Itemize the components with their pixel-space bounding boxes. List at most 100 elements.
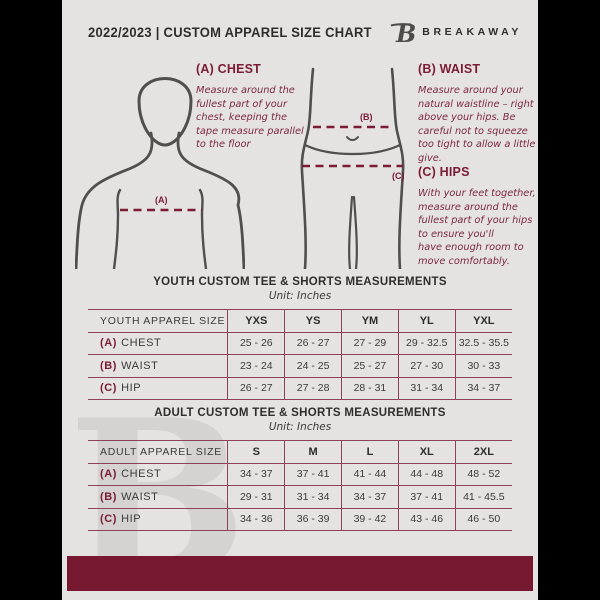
adult-hip-row: (C) HIP 34 - 36 36 - 39 39 - 42 43 - 46 4… <box>88 507 512 531</box>
youth-waist-row: (B) WAIST 23 - 24 24 - 25 25 - 27 27 - 30… <box>88 354 512 378</box>
measurement-guide: (A) (B) (C) (A) CHEST Measure around the… <box>62 55 538 271</box>
cell-value: 39 - 42 <box>341 507 399 531</box>
row-name: HIP <box>121 513 142 526</box>
cell-value: 26 - 27 <box>227 376 286 400</box>
row-key: (C) <box>100 513 118 526</box>
cell-value: 27 - 28 <box>284 376 343 400</box>
cell-value: 37 - 41 <box>397 485 456 509</box>
waist-body-text: Measure around your natural waistline – … <box>418 85 536 164</box>
youth-unit-label: Unit: Inches <box>268 290 332 302</box>
lower-body-outline-figure <box>300 67 405 269</box>
adult-unit-label: Unit: Inches <box>268 421 332 433</box>
row-label: (A) CHEST <box>88 462 229 486</box>
cell-value: 46 - 50 <box>454 507 512 531</box>
torso-outline-figure <box>75 77 245 269</box>
youth-section-title: YOUTH CUSTOM TEE & SHORTS MEASUREMENTS <box>153 276 447 288</box>
youth-chest-row: (A) CHEST 25 - 26 26 - 27 27 - 29 29 - 32… <box>88 331 512 355</box>
row-name: WAIST <box>121 490 159 503</box>
row-name: CHEST <box>121 468 162 481</box>
waist-instructions: (B) WAIST Measure around your natural wa… <box>418 62 540 165</box>
youth-section: YOUTH CUSTOM TEE & SHORTS MEASUREMENTS U… <box>62 276 538 400</box>
cell-value: 27 - 30 <box>397 354 456 378</box>
waist-marker-label: (B) <box>360 112 373 122</box>
cell-value: 30 - 33 <box>454 354 512 378</box>
row-name: WAIST <box>121 359 159 372</box>
chest-instructions: (A) CHEST Measure around the fullest par… <box>196 62 312 152</box>
cell-value: 29 - 32.5 <box>397 331 456 355</box>
row-name: CHEST <box>121 337 162 350</box>
cell-value: 23 - 24 <box>227 354 286 378</box>
waist-heading: (B) WAIST <box>418 62 481 76</box>
size-col-header: YM <box>341 309 399 333</box>
hips-marker-label: (C) <box>392 171 405 181</box>
row-key: (B) <box>100 490 118 503</box>
page-title: 2022/2023 | CUSTOM APPAREL SIZE CHART <box>88 24 372 40</box>
chest-marker-label: (A) <box>155 195 168 205</box>
cell-value: 34 - 36 <box>227 507 286 531</box>
size-col-header: YXL <box>454 309 512 333</box>
chest-heading: (A) CHEST <box>196 62 261 76</box>
youth-hip-row: (C) HIP 26 - 27 27 - 28 28 - 31 31 - 34 3… <box>88 376 512 400</box>
row-name: HIP <box>121 382 142 395</box>
adult-waist-row: (B) WAIST 29 - 31 31 - 34 34 - 37 37 - 41… <box>88 485 512 509</box>
row-label: (B) WAIST <box>88 485 229 509</box>
cell-value: 34 - 37 <box>454 376 512 400</box>
hips-instructions: (C) HIPS With your feet together, measur… <box>418 165 540 268</box>
size-col-header: YS <box>284 309 343 333</box>
row-label: (B) WAIST <box>88 354 229 378</box>
size-col-header: S <box>227 440 286 464</box>
row-key: (B) <box>100 359 118 372</box>
youth-size-table: YOUTH APPAREL SIZE YXS YS YM YL YXL (A) C… <box>88 309 512 400</box>
adult-section: ADULT CUSTOM TEE & SHORTS MEASUREMENTS U… <box>62 407 538 531</box>
cell-value: 26 - 27 <box>284 331 343 355</box>
size-col-header: 2XL <box>454 440 512 464</box>
brand-name: BREAKAWAY <box>422 26 522 38</box>
row-label: (C) HIP <box>88 376 229 400</box>
size-chart-page: 2022/2023 | CUSTOM APPAREL SIZE CHART B … <box>62 0 538 600</box>
cell-value: 27 - 29 <box>341 331 399 355</box>
row-label: (A) CHEST <box>88 331 229 355</box>
cell-value: 44 - 48 <box>397 462 456 486</box>
cell-value: 34 - 37 <box>341 485 399 509</box>
adult-size-table: ADULT APPAREL SIZE S M L XL 2XL (A) CHEST… <box>88 440 512 531</box>
row-key: (A) <box>100 468 118 481</box>
adult-col-header: ADULT APPAREL SIZE <box>88 440 229 464</box>
cell-value: 41 - 45.5 <box>454 485 512 509</box>
youth-col-header: YOUTH APPAREL SIZE <box>88 309 229 333</box>
cell-value: 25 - 27 <box>341 354 399 378</box>
svg-text:B: B <box>395 19 415 46</box>
cell-value: 29 - 31 <box>227 485 286 509</box>
cell-value: 24 - 25 <box>284 354 343 378</box>
hips-body-text: With your feet together, measure around … <box>418 188 536 267</box>
adult-section-title: ADULT CUSTOM TEE & SHORTS MEASUREMENTS <box>154 407 446 419</box>
size-col-header: YL <box>397 309 456 333</box>
footer-bar <box>67 556 533 591</box>
cell-value: 41 - 44 <box>341 462 399 486</box>
cell-value: 31 - 34 <box>284 485 343 509</box>
cell-value: 48 - 52 <box>454 462 512 486</box>
row-key: (A) <box>100 337 118 350</box>
cell-value: 37 - 41 <box>284 462 343 486</box>
hips-heading: (C) HIPS <box>418 165 470 179</box>
cell-value: 31 - 34 <box>397 376 456 400</box>
size-col-header: YXS <box>227 309 286 333</box>
cell-value: 32.5 - 35.5 <box>454 331 512 355</box>
breakaway-logo-icon: B <box>391 19 415 46</box>
size-col-header: L <box>341 440 399 464</box>
size-col-header: M <box>284 440 343 464</box>
cell-value: 43 - 46 <box>397 507 456 531</box>
size-col-header: XL <box>397 440 456 464</box>
cell-value: 36 - 39 <box>284 507 343 531</box>
cell-value: 25 - 26 <box>227 331 286 355</box>
row-label: (C) HIP <box>88 507 229 531</box>
row-key: (C) <box>100 382 118 395</box>
adult-header-row: ADULT APPAREL SIZE S M L XL 2XL <box>88 440 512 464</box>
youth-header-row: YOUTH APPAREL SIZE YXS YS YM YL YXL <box>88 309 512 333</box>
adult-chest-row: (A) CHEST 34 - 37 37 - 41 41 - 44 44 - 48… <box>88 462 512 486</box>
page-header: 2022/2023 | CUSTOM APPAREL SIZE CHART B … <box>88 17 522 47</box>
cell-value: 34 - 37 <box>227 462 286 486</box>
cell-value: 28 - 31 <box>341 376 399 400</box>
chest-body-text: Measure around the fullest part of your … <box>196 85 304 151</box>
brand-lockup: B BREAKAWAY <box>390 19 522 46</box>
